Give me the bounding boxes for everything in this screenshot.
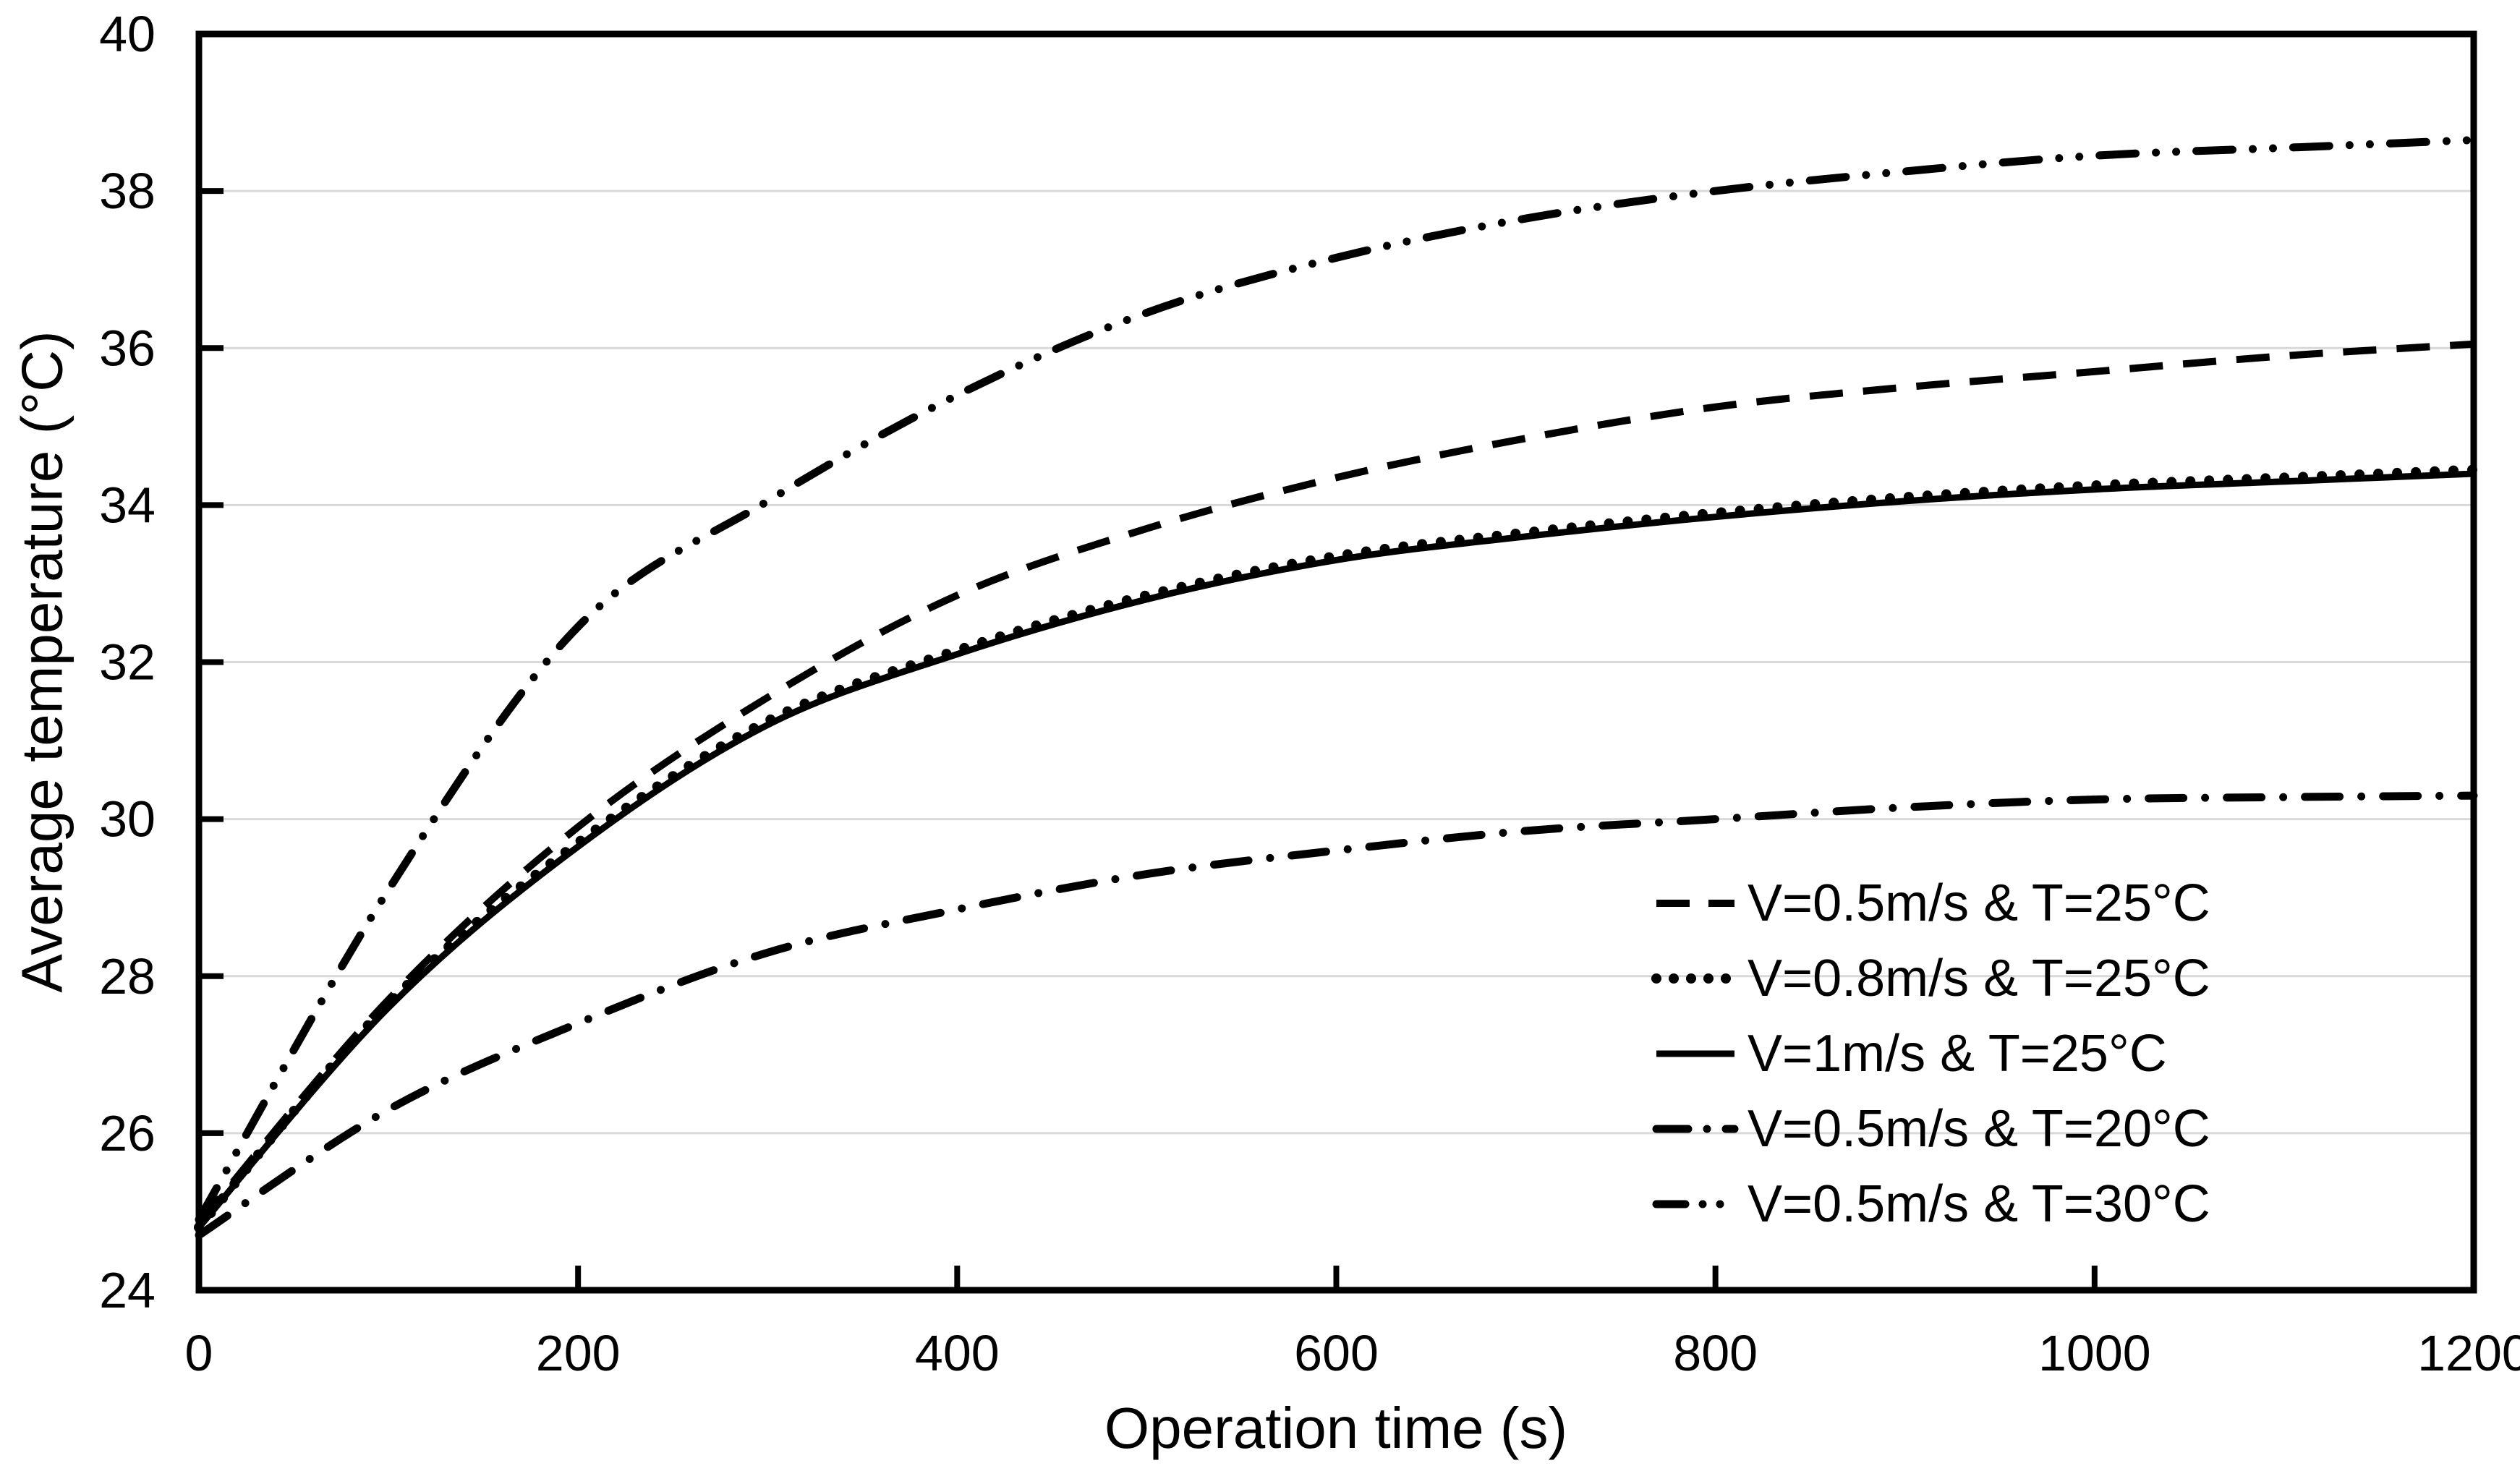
curve-dotted	[194, 464, 2479, 1233]
legend-label: V=0.5m/s & T=20°C	[1748, 1100, 2210, 1158]
x-tick-label: 1000	[2038, 1325, 2151, 1381]
y-tick-label: 38	[99, 163, 156, 219]
x-tick-label: 200	[536, 1325, 621, 1381]
legend-entry: V=0.8m/s & T=25°C	[1651, 950, 2210, 1007]
y-tick-label: 40	[99, 6, 156, 62]
y-tick-label: 30	[99, 791, 156, 848]
legend-entry: V=0.5m/s & T=25°C	[1656, 874, 2210, 932]
legend-entry: V=0.5m/s & T=20°C	[1652, 1100, 2210, 1158]
curve-dash-dot	[195, 791, 2478, 1240]
legend-label: V=0.5m/s & T=30°C	[1748, 1175, 2210, 1233]
legend-label: V=1m/s & T=25°C	[1748, 1025, 2167, 1083]
curve-dashed	[196, 340, 2474, 1226]
gridlines	[199, 189, 2474, 1135]
legend: V=0.5m/s & T=25°C V=0.8m/s & T=25°C V=1m/s…	[1651, 874, 2210, 1233]
x-tick-label: 400	[915, 1325, 1000, 1381]
curve-dash-dot-dot	[195, 136, 2478, 1224]
y-tick-label: 26	[99, 1105, 156, 1161]
y-tick-label: 36	[99, 320, 156, 376]
axes	[195, 30, 2477, 1294]
legend-entry: V=1m/s & T=25°C	[1656, 1025, 2167, 1083]
y-tick-label: 28	[99, 948, 156, 1005]
legend-label: V=0.8m/s & T=25°C	[1748, 950, 2210, 1007]
y-tick-label: 32	[99, 634, 156, 691]
y-axis-title: Average temperature (°C)	[10, 331, 75, 992]
legend-label: V=0.5m/s & T=25°C	[1748, 874, 2210, 932]
curves	[194, 136, 2479, 1240]
x-tick-label: 800	[1673, 1325, 1758, 1381]
legend-entry: V=0.5m/s & T=30°C	[1652, 1175, 2210, 1233]
x-tick-label: 1200	[2417, 1325, 2520, 1381]
y-tick-label: 34	[99, 477, 156, 533]
x-tick-label: 600	[1294, 1325, 1379, 1381]
x-tick-label: 0	[185, 1325, 213, 1381]
y-tick-label: 24	[99, 1262, 156, 1318]
x-axis-title: Operation time (s)	[1104, 1396, 1567, 1460]
y-axis-title-group: Average temperature (°C)	[10, 331, 75, 992]
